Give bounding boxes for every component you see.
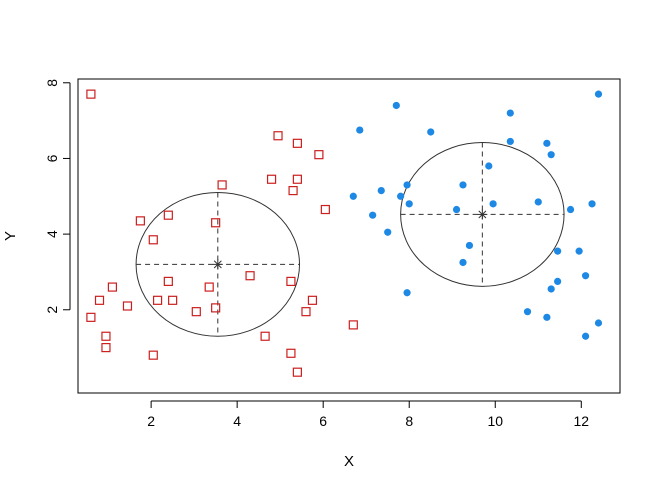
series-2-point <box>377 187 385 195</box>
series-1-point <box>273 131 283 141</box>
centroid-marker <box>477 209 488 220</box>
series-2-point <box>459 258 467 267</box>
series-2-point <box>543 139 551 147</box>
x-axis: 2 4 6 8 10 12 <box>147 400 589 429</box>
cluster-annotations <box>135 142 565 337</box>
series-2-point <box>554 247 562 255</box>
series-2-point <box>547 151 555 159</box>
series-2-point <box>506 109 514 117</box>
series-2-point <box>459 181 467 189</box>
series-2-point <box>534 198 542 206</box>
series-2-point <box>581 272 590 280</box>
x-tick-label: 8 <box>405 413 413 429</box>
series-1-point <box>292 174 302 184</box>
series-2-point <box>349 192 357 200</box>
series-2-point <box>543 313 551 321</box>
series-1-point <box>320 204 330 215</box>
x-tick-label: 10 <box>487 413 503 429</box>
series-1-point <box>301 307 311 317</box>
series-2-point <box>581 332 590 340</box>
series-1-point <box>122 301 133 311</box>
y-axis: 2 4 6 8 <box>44 79 71 314</box>
series-2-point <box>523 308 532 316</box>
series-2-point <box>485 162 493 170</box>
series-1-point <box>94 295 105 305</box>
series-2-point <box>566 205 575 214</box>
series-1-point <box>211 303 221 313</box>
series-1-point <box>168 295 178 305</box>
series-1-point <box>148 235 158 245</box>
series-1-point <box>288 186 298 196</box>
series-1-point <box>204 282 214 292</box>
series-1-point <box>260 331 270 341</box>
series-2-point <box>384 228 392 236</box>
series-1-point <box>191 307 201 317</box>
series-2-point <box>594 90 603 98</box>
series-2-point <box>392 101 400 110</box>
series-2-point <box>547 285 555 293</box>
series-2-point <box>356 126 364 134</box>
series-1-point <box>148 350 158 360</box>
series-1-point <box>86 89 96 99</box>
series-1-point <box>286 276 296 286</box>
series-2-point <box>403 181 411 189</box>
series-2-point <box>369 211 377 219</box>
series-1-point <box>86 312 96 322</box>
series-1-point <box>152 295 163 305</box>
series-2-point <box>554 277 562 285</box>
series-1-point <box>211 218 221 228</box>
series-2-point <box>452 205 461 214</box>
series-2-point <box>575 247 583 255</box>
series-2-point <box>506 137 514 146</box>
series-1-point <box>101 331 111 341</box>
series-1-point <box>163 210 173 220</box>
x-tick-label: 2 <box>147 413 155 429</box>
series-2-point <box>403 289 411 297</box>
series-1-point <box>266 174 277 184</box>
series-1-point <box>107 282 118 292</box>
series-1-point <box>314 150 324 160</box>
y-tick-label: 8 <box>44 79 60 87</box>
y-tick-label: 2 <box>44 306 60 314</box>
series-2-point <box>594 319 603 327</box>
series-1-point <box>286 348 296 358</box>
series-1-point <box>135 216 145 226</box>
series-1-point <box>163 276 173 286</box>
series-1-point <box>245 271 255 281</box>
series-1-point <box>348 320 358 330</box>
series-1-point <box>292 367 302 377</box>
plot-frame <box>77 78 621 394</box>
x-axis-title: X <box>344 453 354 470</box>
y-tick-label: 4 <box>44 230 60 238</box>
centroid-marker <box>212 259 223 270</box>
series-2-point <box>489 200 497 208</box>
series-1-point <box>292 138 302 148</box>
series-1-point <box>307 295 318 305</box>
series-2-point <box>405 200 413 208</box>
x-tick-label: 6 <box>319 413 327 429</box>
x-tick-label: 4 <box>233 413 241 429</box>
series-1-point <box>217 180 227 190</box>
x-tick-label: 12 <box>573 413 589 429</box>
series-1-point <box>101 343 111 353</box>
data-points <box>86 89 603 377</box>
series-2-point <box>427 128 435 136</box>
y-tick-label: 6 <box>44 154 60 162</box>
series-2-point <box>588 200 596 208</box>
series-2-point <box>397 192 405 200</box>
series-2-point <box>465 241 474 250</box>
y-axis-title: Y <box>2 231 19 241</box>
